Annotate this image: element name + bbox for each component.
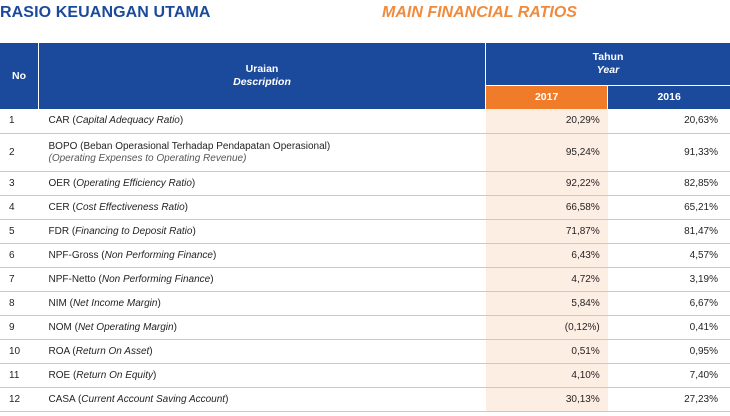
value-2017: 6,43% — [485, 243, 608, 268]
header-no: No — [0, 43, 39, 109]
table-row: 7 NPF-Netto (Non Performing Finance) 4,7… — [0, 267, 730, 292]
value-2016: 91,33% — [607, 133, 730, 172]
value-2016: 65,21% — [607, 195, 730, 220]
ratio-desc: Operating Efficiency Ratio — [76, 177, 192, 189]
row-description: CAR (Capital Adequacy Ratio) — [38, 109, 486, 134]
header-desc-en: Description — [233, 76, 291, 88]
financial-ratios-table: No Uraian Description Tahun Year 2017 20… — [0, 43, 730, 412]
table-row: 2 BOPO (Beban Operasional Terhadap Penda… — [0, 133, 730, 172]
row-description: FDR (Financing to Deposit Ratio) — [38, 219, 486, 244]
row-no: 1 — [0, 109, 39, 134]
value-2017: 95,24% — [485, 133, 608, 172]
row-no: 3 — [0, 171, 39, 196]
row-description: BOPO (Beban Operasional Terhadap Pendapa… — [38, 133, 486, 172]
row-no: 5 — [0, 219, 39, 244]
ratio-name: CASA — [48, 393, 76, 405]
value-2016: 82,85% — [607, 171, 730, 196]
ratio-name: NPF-Netto — [48, 273, 96, 285]
ratio-desc: Return On Asset — [75, 345, 150, 357]
row-no: 7 — [0, 267, 39, 292]
ratio-desc-en: Operating Expenses to Operating Revenue — [51, 152, 244, 164]
ratio-name: FDR — [48, 225, 70, 237]
value-2017: 71,87% — [485, 219, 608, 244]
table-row: 4 CER (Cost Effectiveness Ratio) 66,58% … — [0, 195, 730, 220]
value-2017: 92,22% — [485, 171, 608, 196]
ratio-desc: Non Performing Finance — [101, 273, 211, 285]
table-row: 12 CASA (Current Account Saving Account)… — [0, 387, 730, 412]
ratio-name: BOPO — [48, 140, 78, 152]
ratio-name: ROA — [48, 345, 70, 357]
header-2017: 2017 — [485, 84, 609, 109]
row-description: NPF-Gross (Non Performing Finance) — [38, 243, 486, 268]
value-2016: 0,95% — [607, 339, 730, 364]
ratio-name: NIM — [48, 297, 67, 309]
row-no: 11 — [0, 363, 39, 388]
value-2016: 7,40% — [607, 363, 730, 388]
header-2016: 2016 — [607, 84, 730, 109]
row-description: CASA (Current Account Saving Account) — [38, 387, 486, 412]
title-indonesian: RASIO KEUANGAN UTAMA — [0, 4, 211, 21]
row-description: CER (Cost Effectiveness Ratio) — [38, 195, 486, 220]
row-no: 4 — [0, 195, 39, 220]
row-description: NPF-Netto (Non Performing Finance) — [38, 267, 486, 292]
ratio-name: OER — [48, 177, 71, 189]
value-2016: 4,57% — [607, 243, 730, 268]
value-2017: 30,13% — [485, 387, 608, 412]
header-desc-id: Uraian — [245, 63, 279, 75]
ratio-desc: Return On Equity — [76, 369, 153, 381]
row-no: 10 — [0, 339, 39, 364]
ratio-desc: Current Account Saving Account — [81, 393, 226, 405]
value-2016: 27,23% — [607, 387, 730, 412]
header-year-en: Year — [596, 63, 620, 76]
table-row: 1 CAR (Capital Adequacy Ratio) 20,29% 20… — [0, 109, 730, 134]
value-2017: 0,51% — [485, 339, 608, 364]
row-description: NOM (Net Operating Margin) — [38, 315, 486, 340]
row-no: 6 — [0, 243, 39, 268]
header-year: Tahun Year — [485, 43, 730, 85]
value-2016: 0,41% — [607, 315, 730, 340]
ratio-desc-id: Beban Operasional Terhadap Pendapatan Op… — [83, 140, 327, 152]
table-row: 8 NIM (Net Income Margin) 5,84% 6,67% — [0, 291, 730, 316]
row-no: 9 — [0, 315, 39, 340]
ratio-name: CER — [48, 201, 70, 213]
row-no: 2 — [0, 133, 39, 172]
value-2017: 5,84% — [485, 291, 608, 316]
table-row: 11 ROE (Return On Equity) 4,10% 7,40% — [0, 363, 730, 388]
ratio-desc: Capital Adequacy Ratio — [75, 115, 180, 127]
ratio-name: NOM — [48, 321, 72, 333]
row-no: 8 — [0, 291, 39, 316]
value-2016: 6,67% — [607, 291, 730, 316]
row-description: NIM (Net Income Margin) — [38, 291, 486, 316]
ratio-name: NPF-Gross — [48, 249, 99, 261]
row-description: OER (Operating Efficiency Ratio) — [38, 171, 486, 196]
header-year-id: Tahun — [592, 50, 624, 63]
value-2017: 20,29% — [485, 109, 608, 134]
row-no: 12 — [0, 387, 39, 412]
value-2017: 4,10% — [485, 363, 608, 388]
value-2016: 81,47% — [607, 219, 730, 244]
title-english: MAIN FINANCIAL RATIOS — [382, 4, 577, 21]
value-2016: 20,63% — [607, 109, 730, 134]
table-row: 9 NOM (Net Operating Margin) (0,12%) 0,4… — [0, 315, 730, 340]
ratio-name: CAR — [48, 115, 70, 127]
value-2017: 4,72% — [485, 267, 608, 292]
ratio-desc: Non Performing Finance — [104, 249, 213, 261]
value-2016: 3,19% — [607, 267, 730, 292]
value-2017: 66,58% — [485, 195, 608, 220]
table-row: 6 NPF-Gross (Non Performing Finance) 6,4… — [0, 243, 730, 268]
table-row: 5 FDR (Financing to Deposit Ratio) 71,87… — [0, 219, 730, 244]
table-row: 10 ROA (Return On Asset) 0,51% 0,95% — [0, 339, 730, 364]
ratio-desc: Financing to Deposit Ratio — [75, 225, 193, 237]
value-2017: (0,12%) — [485, 315, 608, 340]
ratio-name: ROE — [48, 369, 71, 381]
header-description: Uraian Description — [38, 43, 486, 109]
ratio-desc: Net Operating Margin — [77, 321, 174, 333]
ratio-desc: Cost Effectiveness Ratio — [75, 201, 185, 213]
row-description: ROE (Return On Equity) — [38, 363, 486, 388]
row-description: ROA (Return On Asset) — [38, 339, 486, 364]
table-row: 3 OER (Operating Efficiency Ratio) 92,22… — [0, 171, 730, 196]
ratio-desc: Net Income Margin — [72, 297, 158, 309]
